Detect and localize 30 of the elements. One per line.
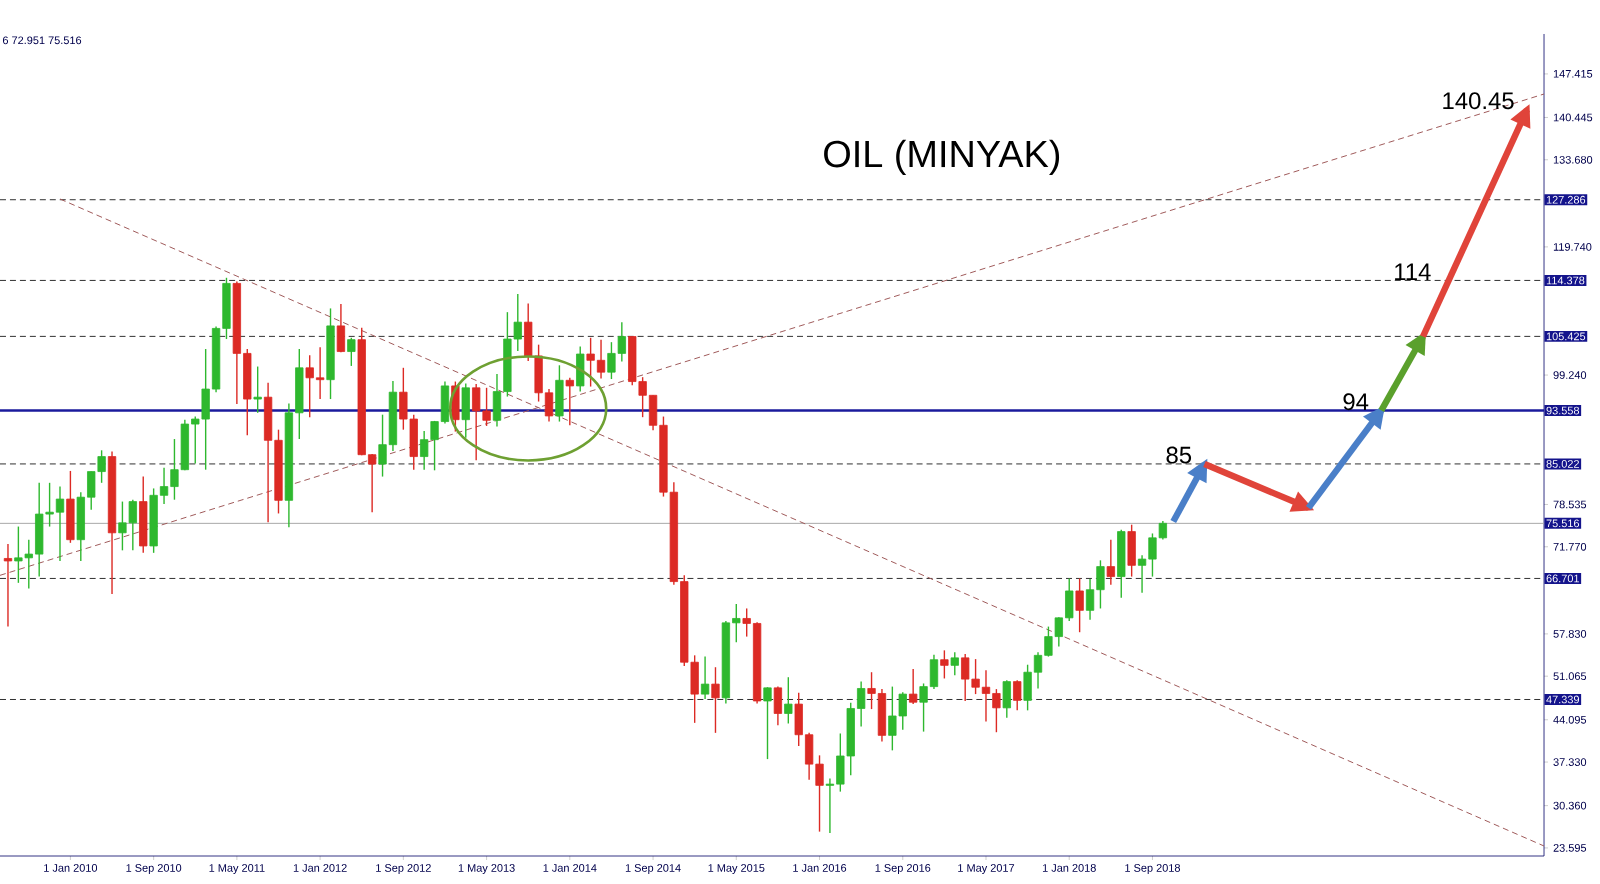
candlestick xyxy=(784,676,793,725)
candlestick xyxy=(700,655,710,700)
candlestick xyxy=(1075,577,1084,633)
candlestick xyxy=(1117,529,1126,599)
candlestick xyxy=(576,345,585,393)
candlestick xyxy=(555,364,564,423)
candlestick xyxy=(3,543,13,628)
candlestick xyxy=(1002,679,1011,719)
text: OIL (MINYAK) xyxy=(824,139,1060,175)
candlestick xyxy=(253,365,262,414)
candlestick xyxy=(909,668,918,705)
candlestick xyxy=(66,470,75,544)
candlestick xyxy=(565,377,574,426)
candlestick xyxy=(347,337,356,367)
annotation: 114 xyxy=(1395,263,1431,281)
candlestick xyxy=(1013,679,1022,712)
candlestick xyxy=(336,303,346,353)
annotation: 140.45 xyxy=(1443,92,1514,110)
candlestick xyxy=(940,649,949,680)
candlestick xyxy=(773,685,783,727)
candlestick xyxy=(524,302,533,362)
annotation: 85 xyxy=(1166,446,1192,464)
candlestick xyxy=(711,666,720,734)
candlestick xyxy=(1106,539,1115,586)
candlestick xyxy=(950,651,959,677)
candlestick xyxy=(763,686,772,760)
candlestick xyxy=(139,475,148,554)
annotation: 94 xyxy=(1343,393,1369,411)
candlestick xyxy=(461,382,470,439)
candlestick xyxy=(1127,524,1136,578)
